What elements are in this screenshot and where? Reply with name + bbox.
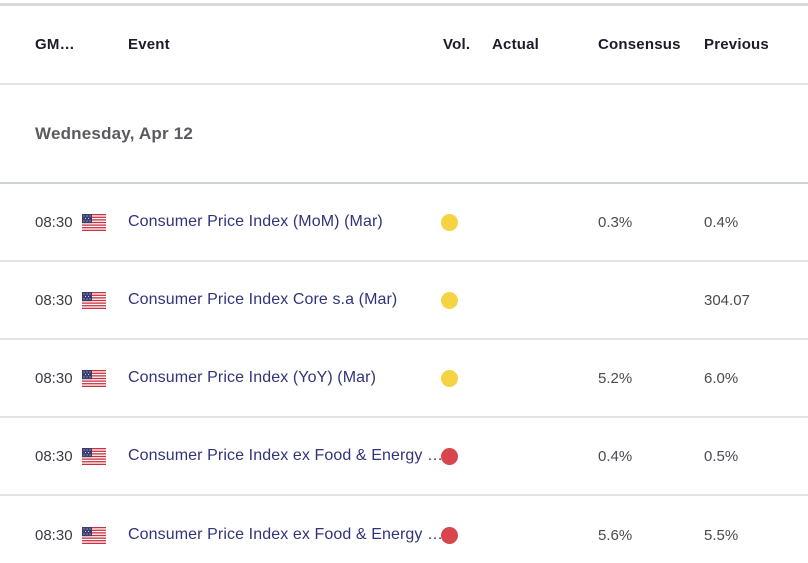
event-time: 08:30 [35, 447, 73, 465]
volatility-cell [441, 291, 492, 309]
volatility-cell [441, 369, 492, 387]
column-header-previous: Previous [704, 36, 769, 53]
consensus-value: 0.3% [598, 213, 633, 231]
date-group-row: Wednesday, Apr 12 [0, 85, 808, 184]
us-flag-icon [82, 213, 128, 231]
volatility-dot [441, 526, 458, 544]
event-link[interactable]: Consumer Price Index (YoY) (Mar) [128, 369, 377, 386]
previous-value: 0.4% [704, 213, 739, 231]
previous-value: 6.0% [704, 369, 739, 387]
volatility-dot [441, 369, 458, 387]
volatility-cell [441, 526, 492, 544]
table-header-row: GM… Event Vol. Actual Consensus Previous [0, 6, 808, 85]
date-group-label: Wednesday, Apr 12 [35, 123, 194, 143]
column-header-actual: Actual [492, 36, 540, 53]
us-flag-icon [82, 291, 128, 309]
volatility-cell [441, 213, 492, 231]
column-header-vol: Vol. [443, 36, 471, 53]
event-link[interactable]: Consumer Price Index ex Food & Energy … [128, 526, 443, 543]
previous-value: 5.5% [704, 526, 739, 544]
event-time: 08:30 [35, 213, 73, 231]
column-header-event: Event [128, 36, 170, 53]
us-flag-icon [82, 447, 128, 465]
event-link[interactable]: Consumer Price Index Core s.a (Mar) [128, 291, 398, 308]
table-row[interactable]: 08:30 Consumer Price Index (YoY) (Mar) 5… [0, 340, 808, 418]
previous-value: 0.5% [704, 447, 739, 465]
consensus-value: 5.6% [598, 526, 633, 544]
consensus-value: 0.4% [598, 447, 633, 465]
event-link[interactable]: Consumer Price Index (MoM) (Mar) [128, 213, 383, 230]
consensus-value: 5.2% [598, 369, 633, 387]
table-row[interactable]: 08:30 Consumer Price Index Core s.a (Mar… [0, 262, 808, 340]
us-flag-icon [82, 526, 128, 544]
event-time: 08:30 [35, 526, 73, 544]
table-row[interactable]: 08:30 Consumer Price Index ex Food & Ene… [0, 418, 808, 496]
volatility-dot [441, 447, 458, 465]
event-link[interactable]: Consumer Price Index ex Food & Energy … [128, 447, 443, 464]
column-header-gmt: GM… [35, 36, 75, 53]
us-flag-icon [82, 369, 128, 387]
volatility-dot [441, 291, 458, 309]
event-time: 08:30 [35, 291, 73, 309]
table-row[interactable]: 08:30 Consumer Price Index (MoM) (Mar) 0… [0, 184, 808, 262]
event-time: 08:30 [35, 369, 73, 387]
table-top-divider [0, 3, 808, 6]
column-header-consensus: Consensus [598, 36, 681, 53]
volatility-cell [441, 447, 492, 465]
previous-value: 304.07 [704, 291, 750, 309]
volatility-dot [441, 213, 458, 231]
table-row[interactable]: 08:30 Consumer Price Index ex Food & Ene… [0, 496, 808, 563]
